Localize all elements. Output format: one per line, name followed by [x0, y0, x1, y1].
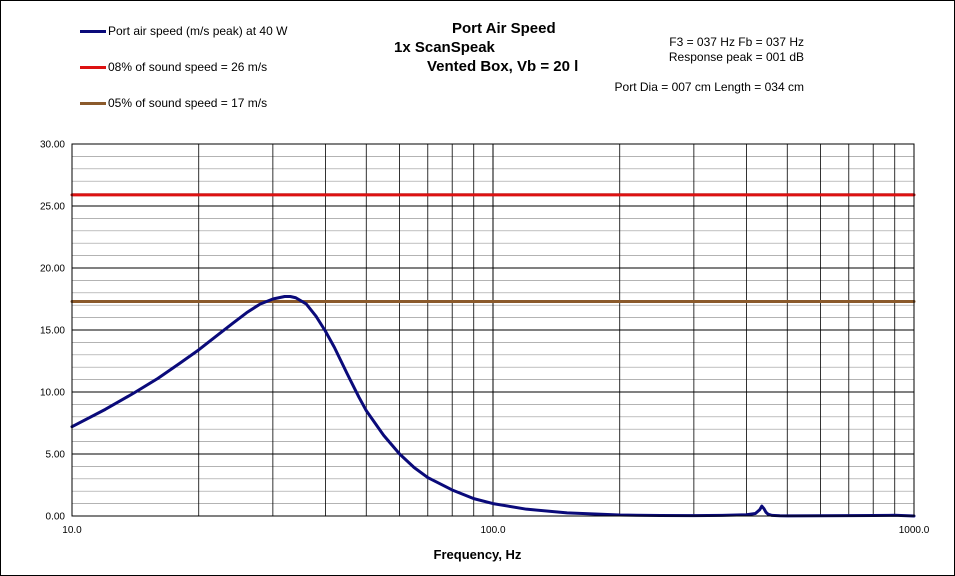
legend-swatch-08-percent [80, 65, 106, 69]
chart-title-line-2: 1x ScanSpeak [394, 39, 495, 56]
x-tick-label: 1000.0 [899, 525, 930, 536]
tick-labels: 0.00 5.00 10.00 15.00 20.00 25.00 30.00 10.0 100… [40, 140, 930, 537]
y-tick-label: 25.00 [40, 202, 65, 213]
chart-title-line-1: Port Air Speed [452, 20, 556, 37]
y-tick-label: 5.00 [46, 450, 66, 461]
y-tick-label: 15.00 [40, 326, 65, 337]
grid [71, 143, 914, 517]
legend-item-05-percent: 05% of sound speed = 17 m/s [80, 96, 267, 110]
x-tick-label: 100.0 [480, 525, 505, 536]
x-axis-title: Frequency, Hz [433, 547, 522, 562]
chart-title-line-3: Vented Box, Vb = 20 l [427, 58, 579, 75]
series-line-0 [70, 295, 916, 518]
plot-area-border [71, 143, 915, 517]
legend-item-08-percent: 08% of sound speed = 26 m/s [80, 60, 267, 74]
plot-border [71, 143, 915, 517]
y-tick-label: 30.00 [40, 140, 65, 151]
info-f3-fb: F3 = 037 Hz Fb = 037 Hz [669, 35, 804, 49]
legend-item-port-air-speed: Port air speed (m/s peak) at 40 W [80, 24, 287, 38]
x-tick-label: 10.0 [62, 525, 82, 536]
y-tick-label: 0.00 [46, 512, 66, 523]
info-port-dimensions: Port Dia = 007 cm Length = 034 cm [614, 80, 804, 94]
legend-label-port-air-speed: Port air speed (m/s peak) at 40 W [108, 24, 288, 38]
legend-swatch-port-air-speed [80, 29, 106, 33]
legend-swatch-05-percent [80, 101, 106, 105]
series-lines [70, 295, 916, 518]
reference-lines [70, 193, 916, 303]
legend-label-05-percent: 05% of sound speed = 17 m/s [108, 96, 268, 110]
legend-label-08-percent: 08% of sound speed = 26 m/s [108, 60, 268, 74]
y-tick-label: 10.00 [40, 388, 65, 399]
info-response-peak: Response peak = 001 dB [668, 50, 804, 64]
y-tick-label: 20.00 [40, 264, 65, 275]
